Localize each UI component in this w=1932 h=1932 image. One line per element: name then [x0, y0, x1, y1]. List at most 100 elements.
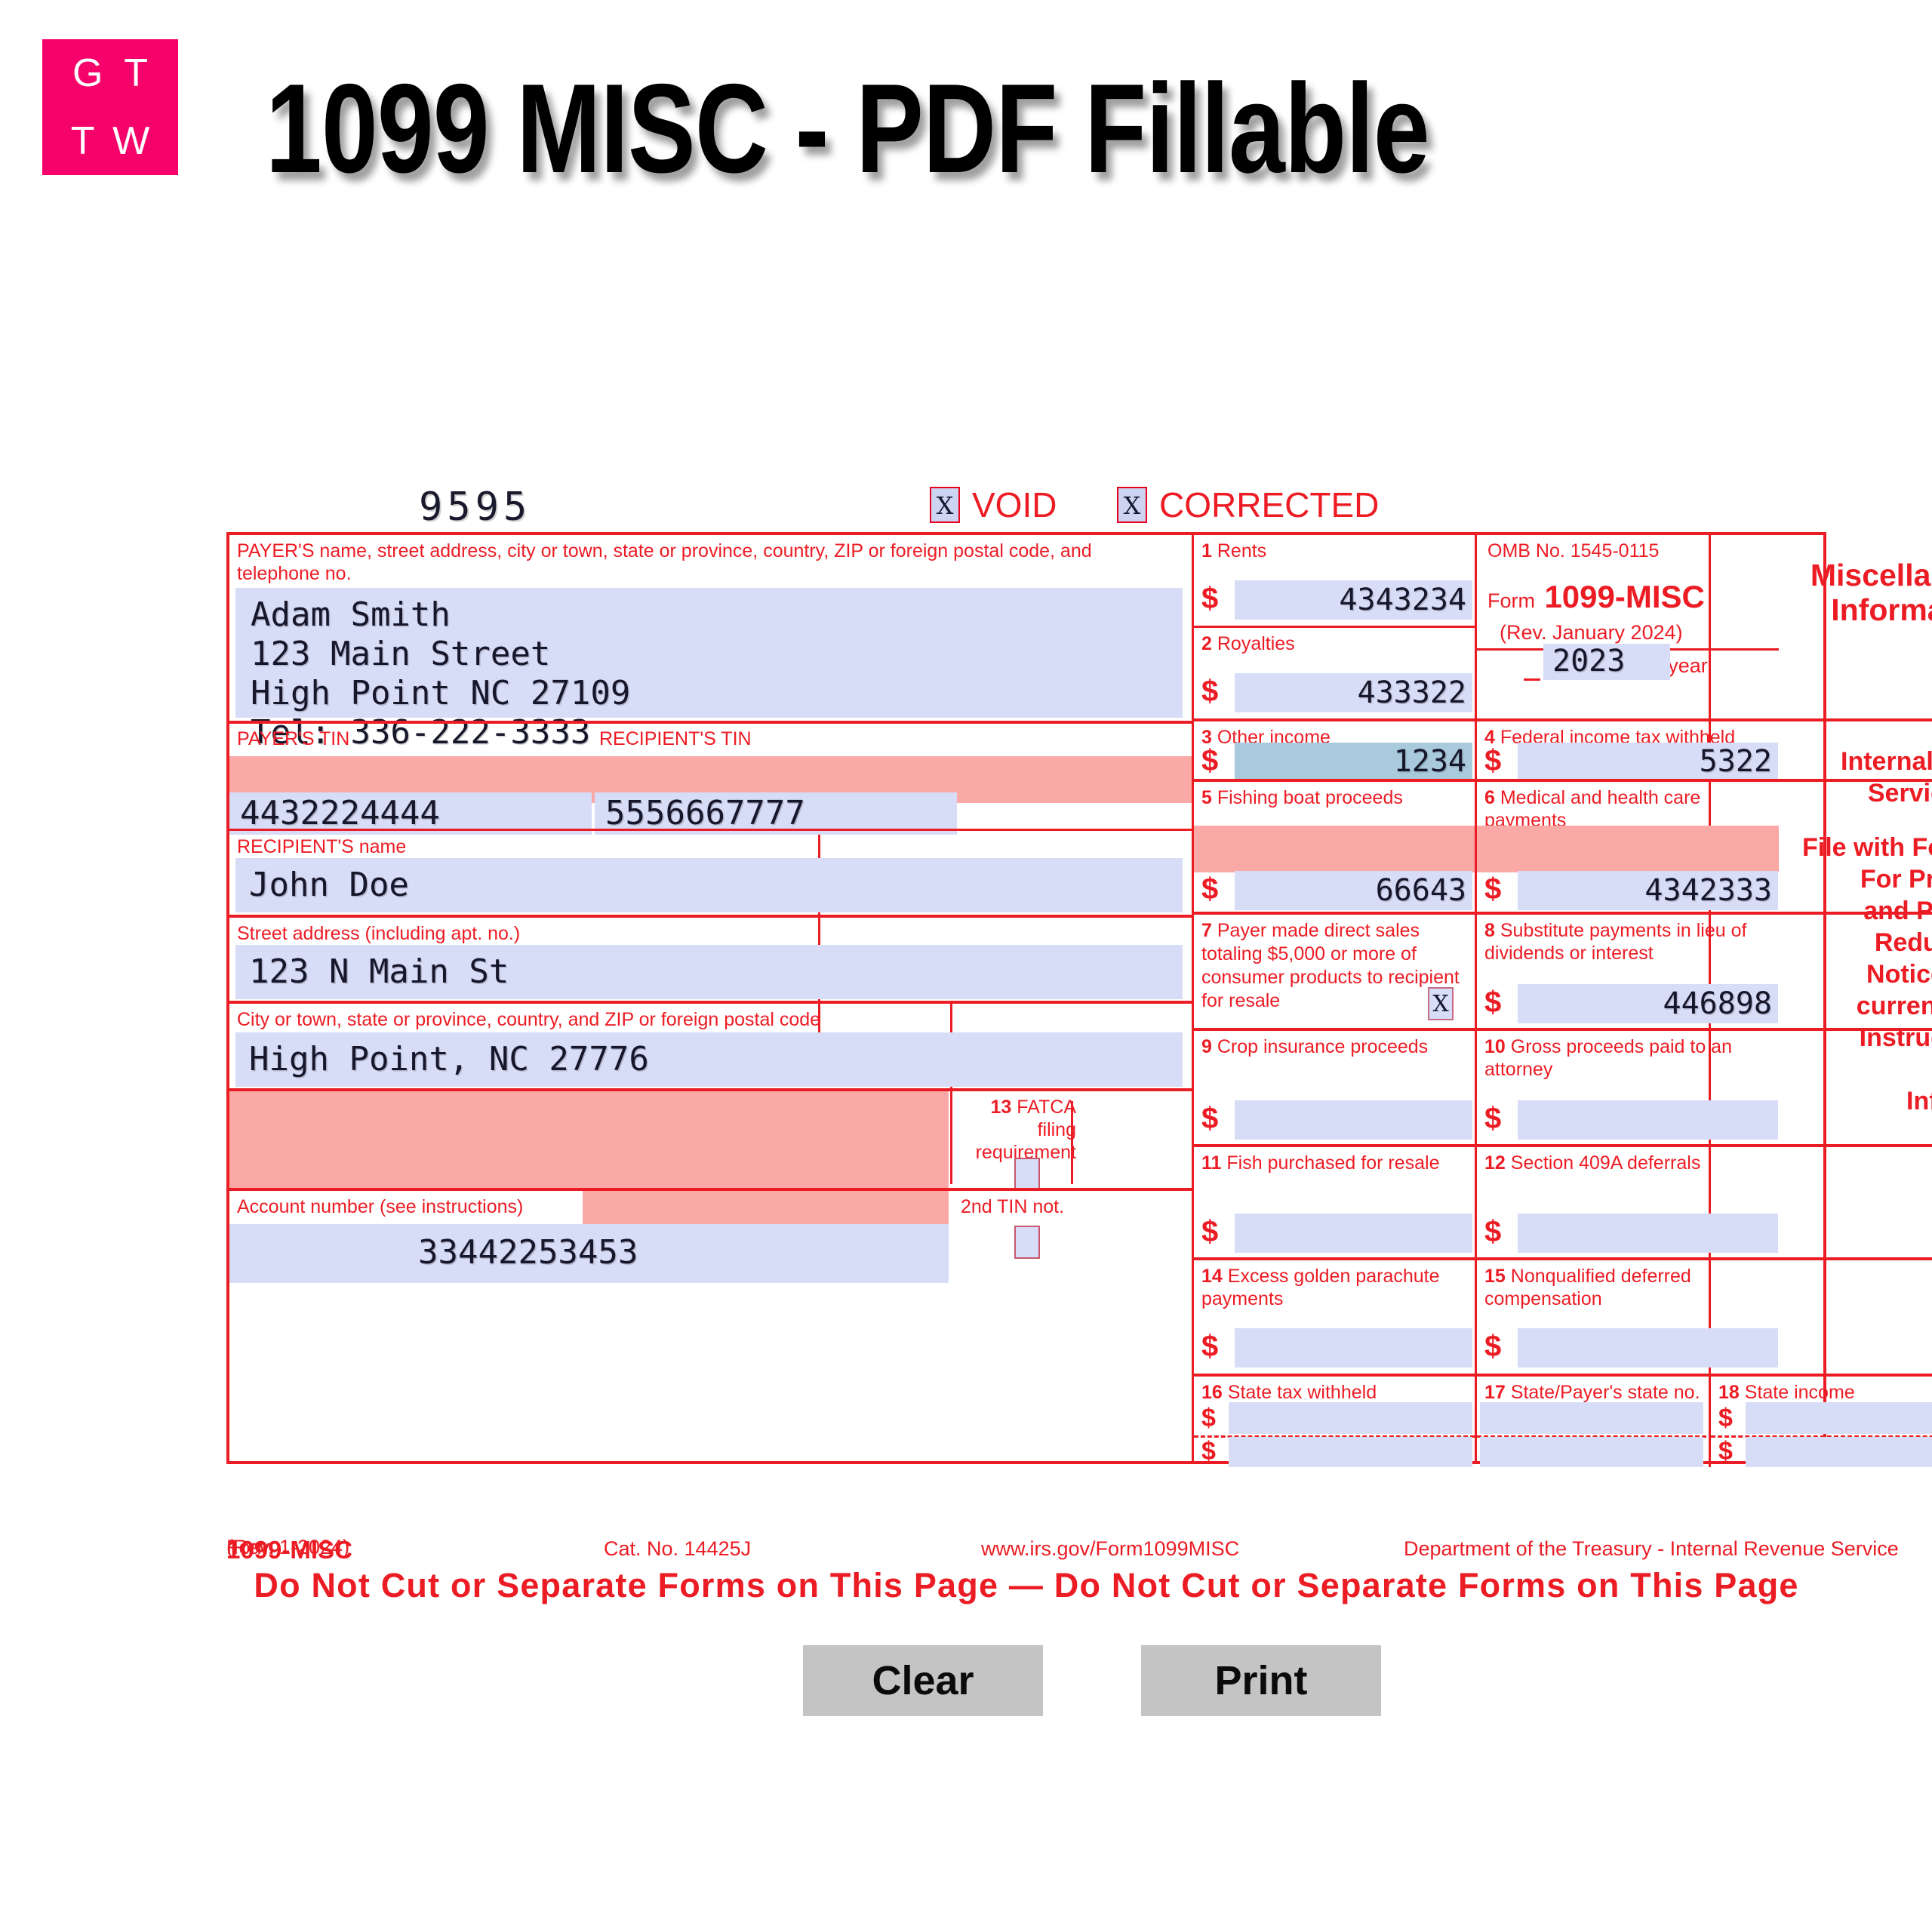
- street-block: Street address (including apt. no.) 123 …: [229, 918, 1192, 1001]
- box-10-number: 10: [1484, 1036, 1506, 1057]
- hline-fatca-bottom: [229, 1188, 1192, 1191]
- box-5-label-text: Fishing boat proceeds: [1217, 787, 1403, 808]
- box-2-field[interactable]: 433322: [1235, 673, 1472, 712]
- box-9-label: 9 Crop insurance proceeds: [1194, 1031, 1475, 1058]
- box-18-field-b[interactable]: [1746, 1437, 1932, 1467]
- box-7-checkbox[interactable]: X: [1428, 987, 1454, 1020]
- copy-a-line-14: Returns.: [1769, 1117, 1932, 1149]
- footer-form-revision: (Rev. 1-2024): [226, 1536, 350, 1558]
- box-1-label-text: Rents: [1217, 540, 1267, 561]
- corrected-checkbox[interactable]: X: [1117, 487, 1147, 523]
- street-field[interactable]: 123 N Main St: [235, 945, 1183, 999]
- recipient-name-label: RECIPIENT'S name: [237, 836, 407, 857]
- box-11-number: 11: [1201, 1152, 1222, 1174]
- box-16-field-b[interactable]: [1229, 1437, 1472, 1467]
- payer-tin-field[interactable]: 4432224444: [229, 792, 592, 835]
- box-8-dollar: $: [1484, 986, 1502, 1019]
- box-3-dollar: $: [1201, 744, 1219, 777]
- recipient-tin-field[interactable]: 5556667777: [595, 792, 957, 835]
- box-3-value: 1234: [1393, 744, 1466, 779]
- city-field[interactable]: High Point, NC 27776: [235, 1032, 1183, 1087]
- copy-a-line-2: For: [1769, 714, 1932, 746]
- hline-payer-bottom: [229, 721, 1192, 724]
- recipient-name-value: John Doe: [249, 866, 409, 904]
- hline-box910-bottom: [1194, 1144, 1932, 1147]
- copy-a-line-6: For Privacy Act: [1860, 865, 1932, 894]
- void-checkbox[interactable]: X: [930, 487, 960, 523]
- box-1-dollar: $: [1201, 582, 1219, 615]
- box-9-field[interactable]: [1235, 1100, 1472, 1140]
- gttw-logo: G T T W: [42, 39, 178, 175]
- box-4-field[interactable]: 5322: [1518, 743, 1778, 780]
- box-8-number: 8: [1484, 920, 1495, 941]
- form-name: 1099-MISC: [1544, 579, 1705, 614]
- box-1-label: 1 Rents: [1194, 535, 1475, 562]
- form-top-strip: 9595 X VOID X CORRECTED: [226, 483, 1826, 532]
- print-button[interactable]: Print: [1141, 1645, 1381, 1716]
- vrule-main-mid: [1475, 535, 1477, 1461]
- box-11-label-text: Fish purchased for resale: [1226, 1152, 1440, 1174]
- box-7-direct-sales: 7 Payer made direct sales totaling $5,00…: [1194, 915, 1475, 1028]
- box-16-dollar-b: $: [1201, 1437, 1216, 1466]
- box-16-field-a[interactable]: [1229, 1402, 1472, 1434]
- box-10-label-text: Gross proceeds paid to an attorney: [1484, 1036, 1732, 1080]
- footer-department: Department of the Treasury - Internal Re…: [1404, 1537, 1899, 1560]
- box-15-number: 15: [1484, 1266, 1506, 1287]
- calendar-year-field[interactable]: 2023: [1543, 644, 1670, 680]
- copy-a-line-13: Information: [1906, 1087, 1932, 1115]
- second-tin-checkbox[interactable]: [1014, 1226, 1040, 1259]
- footer-form-word: Form: [226, 1536, 274, 1558]
- box-14-field[interactable]: [1235, 1328, 1472, 1367]
- box-4-dollar: $: [1484, 744, 1502, 777]
- box-1-rents: 1 Rents $ 4343234: [1194, 535, 1475, 626]
- hline-box2-bottom: [1194, 718, 1932, 721]
- fatca-checkbox[interactable]: [1014, 1158, 1040, 1191]
- recipient-name-field[interactable]: John Doe: [235, 858, 1183, 912]
- box-8-value: 446898: [1663, 986, 1773, 1021]
- copy-a-line-4: Service Center: [1867, 779, 1932, 808]
- fatca-label: 13 FATCA filing requirement: [954, 1091, 1082, 1164]
- calendar-year-prefix-line: [1524, 678, 1540, 681]
- clear-button[interactable]: Clear: [803, 1645, 1043, 1716]
- box-8-field[interactable]: 446898: [1518, 984, 1778, 1023]
- box-3-field[interactable]: 1234: [1235, 743, 1472, 780]
- do-not-cut-notice: Do Not Cut or Separate Forms on This Pag…: [254, 1566, 1799, 1604]
- box-12-dollar: $: [1484, 1215, 1502, 1248]
- corrected-label: CORRECTED: [1159, 485, 1380, 525]
- box-5-number: 5: [1201, 787, 1212, 808]
- box-5-pink-band: [1194, 826, 1475, 872]
- hline-rightrail-top: [1711, 718, 1932, 721]
- footer-form-name: 1099-MISC: [226, 1536, 352, 1564]
- box-10-dollar: $: [1484, 1102, 1502, 1135]
- box-5-fishing: 5 Fishing boat proceeds $ 66643: [1194, 782, 1475, 912]
- box-12-field[interactable]: [1518, 1214, 1778, 1253]
- box-15-label: 15 Nonqualified deferred compensation: [1477, 1260, 1760, 1310]
- box-18-label-text: State income: [1744, 1382, 1855, 1403]
- city-block: City or town, state or province, country…: [229, 1004, 1192, 1088]
- footer-website[interactable]: www.irs.gov/Form1099MISC: [981, 1537, 1240, 1560]
- box-9-crop: 9 Crop insurance proceeds $: [1194, 1031, 1475, 1144]
- box-9-number: 9: [1201, 1036, 1212, 1057]
- box-3-number: 3: [1201, 727, 1212, 748]
- box-11-field[interactable]: [1235, 1214, 1472, 1253]
- city-label: City or town, state or province, country…: [237, 1009, 821, 1030]
- payer-name-address-field[interactable]: Adam Smith 123 Main Street High Point NC 2…: [235, 588, 1183, 752]
- box-15-dollar: $: [1484, 1330, 1502, 1363]
- box-1-field[interactable]: 4343234: [1235, 580, 1472, 620]
- void-label: VOID: [972, 485, 1057, 525]
- account-number-field[interactable]: 33442253453: [229, 1224, 949, 1283]
- box-14-number: 14: [1201, 1266, 1223, 1287]
- box-17-field-a[interactable]: [1480, 1402, 1703, 1434]
- box-2-number: 2: [1201, 633, 1212, 654]
- box-6-field[interactable]: 4342333: [1518, 871, 1778, 910]
- omb-block: OMB No. 1545-0115 Form 1099-MISC (Rev. J…: [1477, 535, 1779, 718]
- box-10-field[interactable]: [1518, 1100, 1778, 1140]
- box-18-field-a[interactable]: [1746, 1402, 1932, 1434]
- box-16-label: 16 State tax withheld: [1194, 1377, 1475, 1404]
- box-17-field-b[interactable]: [1480, 1437, 1703, 1467]
- box-15-field[interactable]: [1518, 1328, 1778, 1367]
- box-5-field[interactable]: 66643: [1235, 871, 1472, 910]
- misc-title-line2: Information: [1831, 592, 1932, 627]
- box-5-label: 5 Fishing boat proceeds: [1194, 782, 1475, 809]
- hline-box78-bottom: [1194, 1028, 1932, 1031]
